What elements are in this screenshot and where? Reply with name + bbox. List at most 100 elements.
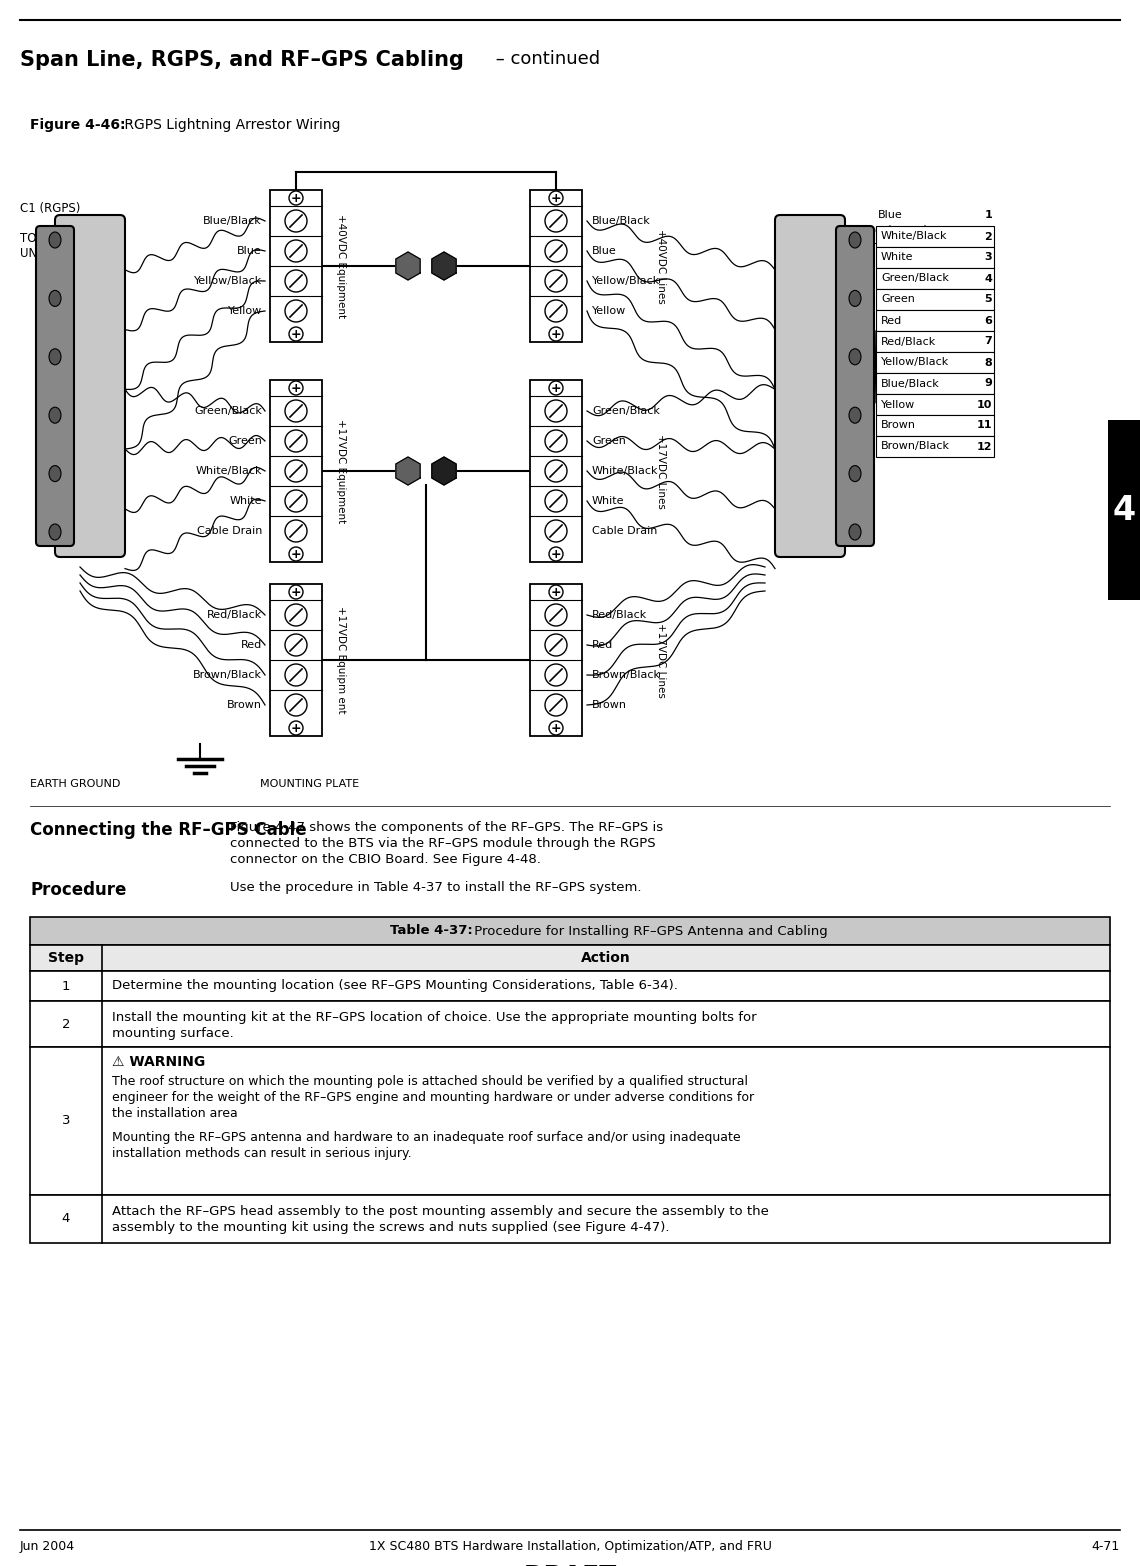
Text: Procedure for Installing RF–GPS Antenna and Cabling: Procedure for Installing RF–GPS Antenna … bbox=[470, 924, 828, 938]
Bar bbox=[876, 352, 994, 373]
Text: Table 4-37:: Table 4-37: bbox=[390, 924, 473, 938]
Text: +: + bbox=[551, 722, 561, 734]
Ellipse shape bbox=[849, 232, 861, 247]
Text: 2: 2 bbox=[62, 1018, 71, 1030]
Bar bbox=[876, 310, 994, 330]
Text: +: + bbox=[551, 191, 561, 205]
Text: connector on the CBIO Board. See Figure 4-48.: connector on the CBIO Board. See Figure … bbox=[230, 853, 540, 866]
Text: 4: 4 bbox=[62, 1212, 71, 1226]
Circle shape bbox=[285, 694, 307, 716]
Text: Yellow/Black: Yellow/Black bbox=[881, 357, 950, 368]
Text: +40VDC Equipment: +40VDC Equipment bbox=[336, 215, 347, 318]
Text: +17VDC Equipment: +17VDC Equipment bbox=[336, 418, 347, 523]
Text: Green: Green bbox=[881, 294, 915, 304]
Bar bbox=[30, 1048, 1110, 1195]
Circle shape bbox=[545, 634, 567, 656]
Bar bbox=[876, 290, 994, 310]
Text: +: + bbox=[551, 382, 561, 395]
Text: TO BTS: TO BTS bbox=[21, 232, 63, 244]
Circle shape bbox=[290, 191, 303, 205]
Text: +: + bbox=[551, 586, 561, 598]
Text: +: + bbox=[291, 586, 301, 598]
Text: Red: Red bbox=[592, 640, 613, 650]
Bar bbox=[876, 330, 994, 352]
Circle shape bbox=[290, 547, 303, 561]
Text: 3: 3 bbox=[62, 1115, 71, 1128]
Text: Figure 4-47 shows the components of the RF–GPS. The RF–GPS is: Figure 4-47 shows the components of the … bbox=[230, 821, 663, 835]
Circle shape bbox=[285, 269, 307, 291]
Text: 1X SC480 BTS Hardware Installation, Optimization/ATP, and FRU: 1X SC480 BTS Hardware Installation, Opti… bbox=[368, 1539, 772, 1553]
Text: +: + bbox=[551, 327, 561, 340]
Ellipse shape bbox=[49, 525, 62, 540]
Polygon shape bbox=[432, 252, 456, 280]
Text: Install the mounting kit at the RF–GPS location of choice. Use the appropriate m: Install the mounting kit at the RF–GPS l… bbox=[112, 1012, 757, 1024]
Circle shape bbox=[549, 327, 563, 341]
Text: RGPS Lightning Arrestor Wiring: RGPS Lightning Arrestor Wiring bbox=[120, 117, 341, 132]
Text: Connecting the RF–GPS Cable: Connecting the RF–GPS Cable bbox=[30, 821, 307, 839]
Text: Cable Drain: Cable Drain bbox=[196, 526, 262, 536]
Text: +: + bbox=[291, 548, 301, 561]
Text: Yellow/Black: Yellow/Black bbox=[194, 276, 262, 287]
Circle shape bbox=[545, 694, 567, 716]
Text: Brown/Black: Brown/Black bbox=[881, 442, 950, 451]
Circle shape bbox=[285, 431, 307, 453]
Text: The roof structure on which the mounting pole is attached should be verified by : The roof structure on which the mounting… bbox=[112, 1074, 748, 1088]
Text: Determine the mounting location (see RF–GPS Mounting Considerations, Table 6-34): Determine the mounting location (see RF–… bbox=[112, 979, 678, 993]
Circle shape bbox=[549, 547, 563, 561]
Text: C1 (RGPS): C1 (RGPS) bbox=[21, 202, 81, 215]
Ellipse shape bbox=[49, 232, 62, 247]
Bar bbox=[876, 415, 994, 435]
Circle shape bbox=[545, 210, 567, 232]
Text: 5: 5 bbox=[984, 294, 992, 304]
Text: Blue: Blue bbox=[237, 246, 262, 255]
Text: Procedure: Procedure bbox=[30, 882, 127, 899]
Circle shape bbox=[549, 720, 563, 734]
Text: 12: 12 bbox=[977, 442, 992, 451]
Text: Red: Red bbox=[241, 640, 262, 650]
Text: installation methods can result in serious injury.: installation methods can result in serio… bbox=[112, 1146, 412, 1160]
Text: Green: Green bbox=[592, 435, 626, 446]
Text: 8: 8 bbox=[984, 357, 992, 368]
Circle shape bbox=[545, 431, 567, 453]
Text: +17VDC Lines: +17VDC Lines bbox=[656, 434, 666, 509]
Text: Mounting the RF–GPS antenna and hardware to an inadequate roof surface and/or us: Mounting the RF–GPS antenna and hardware… bbox=[112, 1131, 741, 1145]
Bar bbox=[876, 226, 994, 247]
Text: UNIT: UNIT bbox=[21, 247, 48, 260]
Text: Yellow: Yellow bbox=[592, 305, 626, 316]
Text: – continued: – continued bbox=[490, 50, 600, 67]
Text: 4-71: 4-71 bbox=[1092, 1539, 1119, 1553]
Text: Red/Black: Red/Black bbox=[206, 611, 262, 620]
Text: mounting surface.: mounting surface. bbox=[112, 1027, 234, 1040]
Text: +: + bbox=[291, 191, 301, 205]
Text: +17VDC Equipm ent: +17VDC Equipm ent bbox=[336, 606, 347, 714]
Text: engineer for the weight of the RF–GPS engine and mounting hardware or under adve: engineer for the weight of the RF–GPS en… bbox=[112, 1092, 755, 1104]
Text: 1: 1 bbox=[984, 210, 992, 221]
Circle shape bbox=[285, 460, 307, 482]
Bar bbox=[30, 918, 1110, 944]
Ellipse shape bbox=[49, 349, 62, 365]
Ellipse shape bbox=[49, 290, 62, 307]
Circle shape bbox=[545, 664, 567, 686]
Text: Yellow: Yellow bbox=[228, 305, 262, 316]
Text: Use the procedure in Table 4-37 to install the RF–GPS system.: Use the procedure in Table 4-37 to insta… bbox=[230, 882, 642, 894]
Text: DRAFT: DRAFT bbox=[523, 1564, 617, 1566]
Circle shape bbox=[545, 301, 567, 323]
Text: MOUNTING PLATE: MOUNTING PLATE bbox=[260, 778, 359, 789]
Text: White: White bbox=[229, 496, 262, 506]
Text: Span Line, RGPS, and RF–GPS Cabling: Span Line, RGPS, and RF–GPS Cabling bbox=[21, 50, 464, 70]
Circle shape bbox=[290, 586, 303, 600]
Text: Red: Red bbox=[881, 315, 902, 326]
Text: ⚠ WARNING: ⚠ WARNING bbox=[112, 1055, 205, 1070]
Text: Cable Drain: Cable Drain bbox=[592, 526, 658, 536]
Text: White/Black: White/Black bbox=[881, 232, 947, 241]
Text: EARTH GROUND: EARTH GROUND bbox=[30, 778, 121, 789]
Text: +: + bbox=[291, 382, 301, 395]
Bar bbox=[876, 435, 994, 457]
Ellipse shape bbox=[49, 407, 62, 423]
Circle shape bbox=[285, 301, 307, 323]
Ellipse shape bbox=[849, 349, 861, 365]
Circle shape bbox=[290, 327, 303, 341]
Text: Red/Black: Red/Black bbox=[881, 337, 936, 346]
Ellipse shape bbox=[849, 407, 861, 423]
Circle shape bbox=[285, 240, 307, 262]
